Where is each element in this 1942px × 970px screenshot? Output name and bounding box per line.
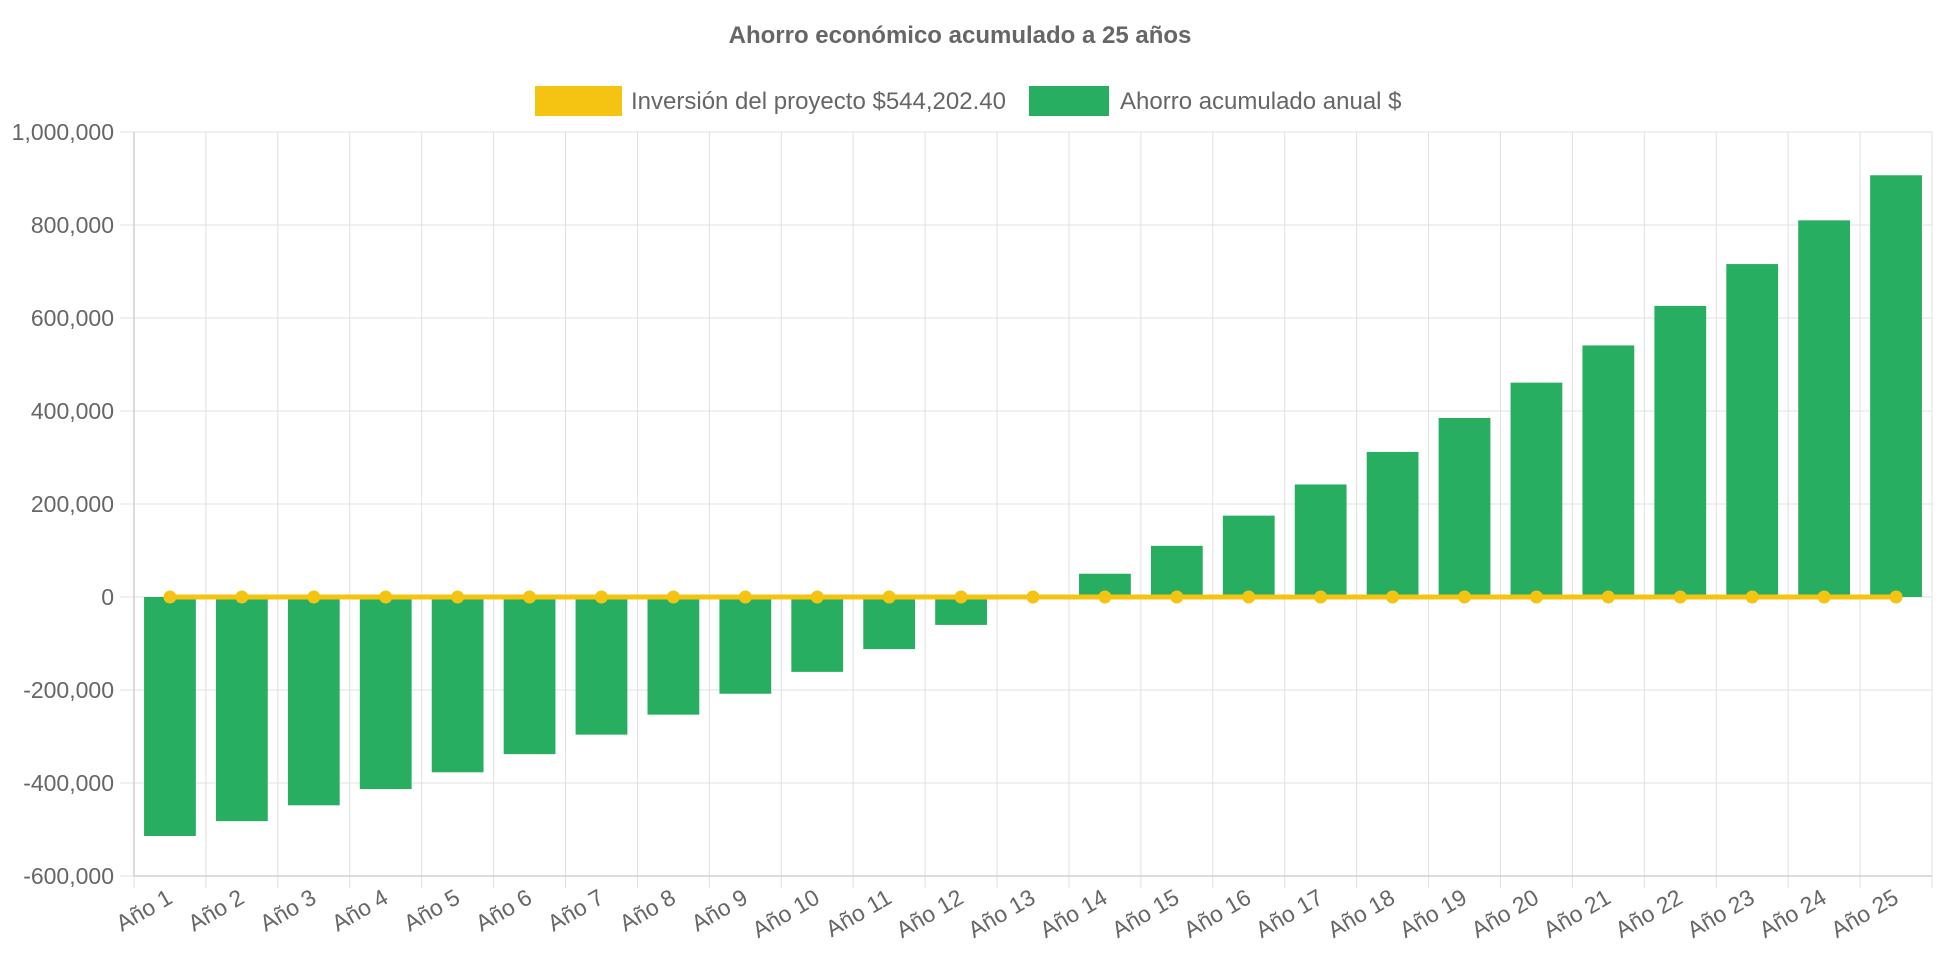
legend-swatch-investment xyxy=(535,86,622,116)
x-tick-label: Año 17 xyxy=(1251,884,1327,943)
y-tick-label: 400,000 xyxy=(31,398,114,424)
investment-point xyxy=(810,590,824,604)
savings-bar xyxy=(1150,545,1203,597)
savings-bar xyxy=(503,597,556,755)
chart-title: Ahorro económico acumulado a 25 años xyxy=(729,22,1192,49)
legend: Inversión del proyecto $544,202.40 Ahorr… xyxy=(535,86,1402,116)
savings-bar xyxy=(431,597,484,773)
savings-bar xyxy=(647,597,700,715)
x-tick-label: Año 21 xyxy=(1539,884,1615,943)
x-tick-label: Año 23 xyxy=(1683,884,1759,943)
x-axis: Año 1 Año 2 Año 3 Año 4 Año 5 Año 6 Año 7 Año 8… xyxy=(111,875,1932,943)
investment-point xyxy=(1242,590,1256,604)
x-tick-label: Año 25 xyxy=(1826,884,1902,943)
x-tick-label: Año 4 xyxy=(327,884,392,937)
savings-bar xyxy=(719,597,772,694)
y-tick-label: 1,000,000 xyxy=(12,119,114,145)
x-tick-label: Año 20 xyxy=(1467,884,1543,943)
investment-point xyxy=(1817,590,1831,604)
x-tick-label: Año 8 xyxy=(615,884,680,937)
x-tick-label: Año 22 xyxy=(1611,884,1687,943)
y-tick-label: 200,000 xyxy=(31,491,114,517)
savings-bar xyxy=(1438,417,1491,597)
y-axis: 1,000,000 800,000 600,000 400,000 200,000 0 -2… xyxy=(12,119,135,889)
bar-series xyxy=(144,175,1922,837)
y-tick-label: -400,000 xyxy=(23,770,114,796)
x-tick-label: Año 5 xyxy=(399,884,464,937)
investment-point xyxy=(1314,590,1328,604)
savings-bar xyxy=(1870,175,1922,597)
savings-bar xyxy=(1222,515,1275,597)
savings-bar xyxy=(359,597,412,790)
savings-bar xyxy=(1510,382,1563,597)
savings-bar xyxy=(1726,264,1779,597)
legend-label-investment: Inversión del proyecto $544,202.40 xyxy=(631,88,1006,115)
x-tick-label: Año 3 xyxy=(255,884,320,937)
investment-point xyxy=(451,590,465,604)
investment-point xyxy=(882,590,896,604)
legend-swatch-savings xyxy=(1029,86,1109,116)
savings-bar xyxy=(1294,484,1347,597)
investment-point xyxy=(594,590,608,604)
x-tick-label: Año 19 xyxy=(1395,884,1471,943)
investment-point xyxy=(1386,590,1400,604)
y-tick-label: 800,000 xyxy=(31,212,114,238)
x-tick-label: Año 13 xyxy=(963,884,1039,943)
investment-point xyxy=(1458,590,1472,604)
x-tick-label: Año 6 xyxy=(471,884,536,937)
y-tick-label: -600,000 xyxy=(23,863,114,889)
savings-bar xyxy=(144,597,196,837)
x-tick-label: Año 15 xyxy=(1107,884,1183,943)
investment-point xyxy=(523,590,537,604)
savings-bar xyxy=(287,597,340,806)
investment-point xyxy=(235,590,249,604)
savings-bar xyxy=(1366,451,1419,597)
investment-point xyxy=(738,590,752,604)
investment-point xyxy=(1673,590,1687,604)
savings-bar xyxy=(575,597,628,735)
legend-item-investment[interactable]: Inversión del proyecto $544,202.40 xyxy=(535,86,1006,116)
savings-bar xyxy=(1079,573,1131,597)
x-tick-label: Año 7 xyxy=(543,884,608,937)
savings-bar xyxy=(791,597,844,672)
x-tick-label: Año 14 xyxy=(1035,884,1111,943)
savings-bar xyxy=(1798,220,1851,597)
investment-point xyxy=(163,590,177,604)
x-tick-label: Año 10 xyxy=(748,884,824,943)
investment-point xyxy=(954,590,968,604)
savings-bar xyxy=(863,597,916,650)
x-tick-label: Año 12 xyxy=(891,884,967,943)
x-tick-label: Año 16 xyxy=(1179,884,1255,943)
investment-point xyxy=(1026,590,1040,604)
savings-bar xyxy=(1582,345,1635,597)
y-tick-label: 600,000 xyxy=(31,305,114,331)
x-tick-label: Año 2 xyxy=(183,884,248,937)
x-tick-label: Año 18 xyxy=(1323,884,1399,943)
legend-label-savings: Ahorro acumulado anual $ xyxy=(1120,88,1402,115)
investment-point xyxy=(1098,590,1112,604)
line-series xyxy=(163,590,1903,604)
legend-item-savings[interactable]: Ahorro acumulado anual $ xyxy=(1029,86,1402,116)
savings-bar xyxy=(1654,305,1707,597)
x-tick-label: Año 9 xyxy=(687,884,752,937)
investment-point xyxy=(1170,590,1184,604)
investment-point xyxy=(379,590,393,604)
investment-point xyxy=(1529,590,1543,604)
x-tick-label: Año 1 xyxy=(111,884,176,937)
y-tick-label: -200,000 xyxy=(23,677,114,703)
investment-point xyxy=(666,590,680,604)
investment-point xyxy=(1889,590,1903,604)
investment-point xyxy=(307,590,321,604)
savings-bar xyxy=(215,597,268,822)
investment-point xyxy=(1601,590,1615,604)
investment-point xyxy=(1745,590,1759,604)
x-tick-label: Año 11 xyxy=(821,884,896,942)
x-tick-label: Año 24 xyxy=(1754,884,1830,943)
y-tick-label: 0 xyxy=(101,584,114,610)
